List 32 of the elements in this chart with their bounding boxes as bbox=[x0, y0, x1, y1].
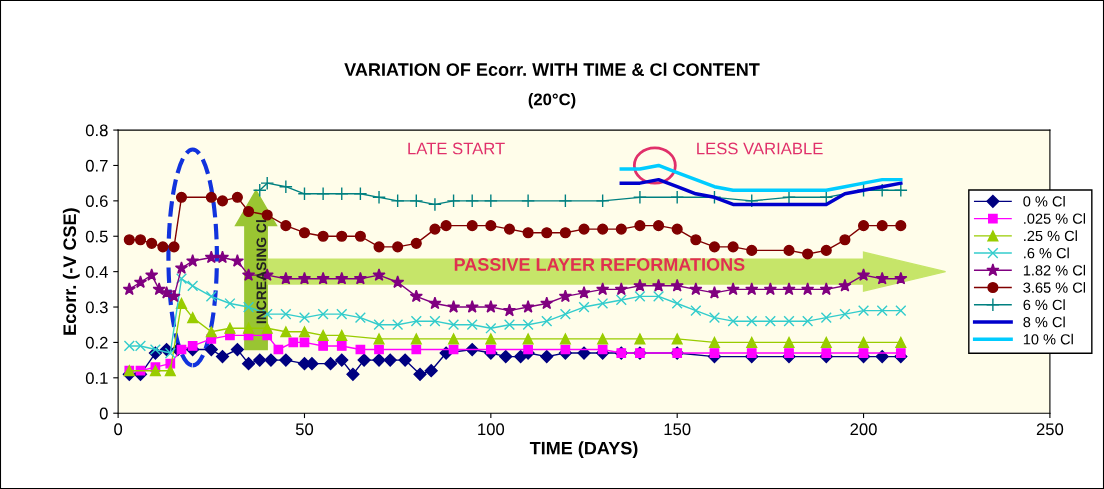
annotation: LATE START bbox=[408, 142, 505, 155]
y-tick-label: 0.2 bbox=[85, 336, 108, 349]
legend-label: .025 % Cl bbox=[1024, 213, 1086, 224]
x-tick-label: 50 bbox=[295, 423, 314, 436]
y-tick-label: 0 bbox=[99, 407, 108, 420]
y-tick-label: 0.7 bbox=[85, 159, 108, 172]
y-tick-label: 0.1 bbox=[85, 372, 108, 385]
x-tick-label: 100 bbox=[478, 423, 505, 436]
chart-subtitle: (20°C) bbox=[528, 93, 576, 109]
legend-label: .6 % Cl bbox=[1024, 247, 1069, 259]
y-axis-title: Ecorr. (-V CSE) bbox=[62, 208, 80, 335]
x-axis-title: TIME (DAYS) bbox=[529, 441, 638, 459]
annotation: INCREASING Cl bbox=[256, 220, 267, 324]
y-tick-label: 0.6 bbox=[85, 195, 108, 208]
x-tick-label: 0 bbox=[114, 423, 123, 436]
x-tick-label: 150 bbox=[664, 423, 691, 436]
legend-label: 6 % Cl bbox=[1023, 299, 1065, 311]
annotation: PASSIVE LAYER REFORMATIONS bbox=[454, 258, 745, 271]
x-tick-label: 250 bbox=[1036, 423, 1064, 436]
legend-label: 10 % Cl bbox=[1023, 333, 1073, 345]
y-tick-label: 0.5 bbox=[85, 230, 108, 243]
legend-label: 0 % Cl bbox=[1023, 195, 1065, 207]
chart-title: VARIATION OF Ecorr. WITH TIME & Cl CONTENT bbox=[344, 62, 760, 76]
legend-label: 8 % Cl bbox=[1023, 316, 1065, 328]
legend-label: 3.65 % Cl bbox=[1023, 282, 1086, 293]
legend-label: 1.82 % Cl bbox=[1023, 264, 1086, 276]
y-tick-label: 0.3 bbox=[85, 301, 108, 314]
y-tick-label: 0.8 bbox=[85, 124, 108, 137]
x-tick-label: 200 bbox=[850, 423, 877, 436]
annotation: LESS VARIABLE bbox=[697, 142, 823, 155]
legend-label: .25 % Cl bbox=[1024, 230, 1077, 242]
y-tick-label: 0.4 bbox=[85, 266, 108, 278]
